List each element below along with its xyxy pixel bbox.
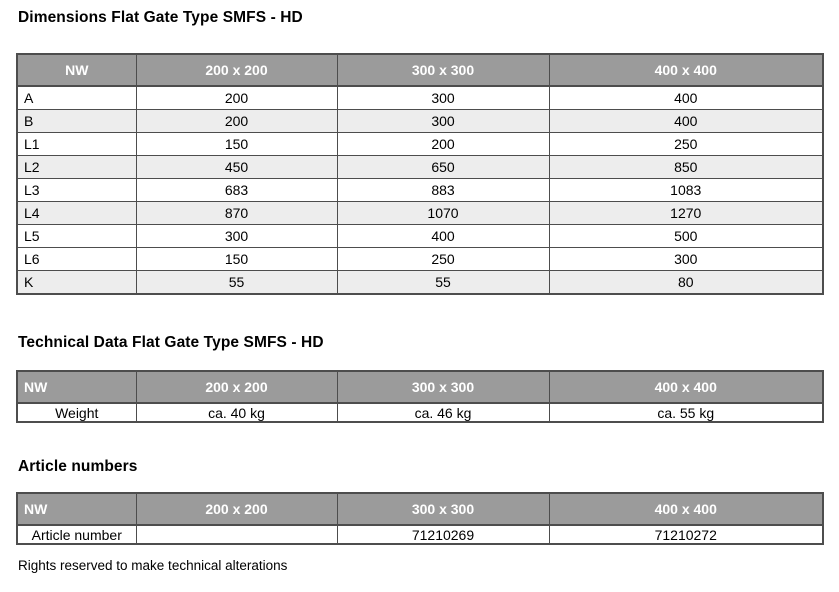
articles-header-300x300: 300 x 300 (336, 492, 550, 526)
row-label: A (16, 85, 137, 110)
dimensions-table: NW 200 x 200 300 x 300 400 x 400 A 200 3… (16, 53, 824, 295)
value-cell: 200 (135, 85, 338, 110)
value-cell: 250 (336, 247, 550, 271)
rights-note: Rights reserved to make technical altera… (18, 558, 288, 573)
value-cell: 150 (135, 132, 338, 156)
table-row-l6: L6 150 250 300 (16, 247, 824, 271)
row-label: K (16, 270, 137, 295)
row-label: L6 (16, 247, 137, 271)
value-cell: 55 (135, 270, 338, 295)
dimensions-section-title: Dimensions Flat Gate Type SMFS - HD (18, 9, 303, 26)
value-cell: 200 (336, 132, 550, 156)
value-cell: 150 (135, 247, 338, 271)
dimensions-header-400x400: 400 x 400 (548, 53, 824, 87)
value-cell: 400 (548, 109, 824, 133)
table-row-l3: L3 683 883 1083 (16, 178, 824, 202)
table-row-l1: L1 150 200 250 (16, 132, 824, 156)
technical-header-400x400: 400 x 400 (548, 370, 824, 404)
value-cell: 1270 (548, 201, 824, 225)
value-cell: 1070 (336, 201, 550, 225)
table-row-k: K 55 55 80 (16, 270, 824, 295)
value-cell: ca. 40 kg (135, 402, 338, 423)
technical-header-200x200: 200 x 200 (135, 370, 338, 404)
technical-header-300x300: 300 x 300 (336, 370, 550, 404)
value-cell: 200 (135, 109, 338, 133)
technical-header-row: NW 200 x 200 300 x 300 400 x 400 (16, 370, 824, 404)
articles-header-200x200: 200 x 200 (135, 492, 338, 526)
row-label: B (16, 109, 137, 133)
value-cell: ca. 55 kg (548, 402, 824, 423)
row-label: L2 (16, 155, 137, 179)
value-cell: 1083 (548, 178, 824, 202)
table-row-article-number: Article number 71210269 71210272 (16, 524, 824, 545)
technical-section-title: Technical Data Flat Gate Type SMFS - HD (18, 334, 324, 351)
row-label: L3 (16, 178, 137, 202)
dimensions-header-nw: NW (16, 53, 137, 87)
technical-header-nw: NW (16, 370, 137, 404)
articles-header-row: NW 200 x 200 300 x 300 400 x 400 (16, 492, 824, 526)
row-label: L5 (16, 224, 137, 248)
row-label: L4 (16, 201, 137, 225)
article-numbers-table: NW 200 x 200 300 x 300 400 x 400 Article… (16, 492, 824, 545)
table-row-l2: L2 450 650 850 (16, 155, 824, 179)
row-label: Article number (16, 524, 137, 545)
table-row-l5: L5 300 400 500 (16, 224, 824, 248)
value-cell: 870 (135, 201, 338, 225)
row-label: L1 (16, 132, 137, 156)
table-row-l4: L4 870 1070 1270 (16, 201, 824, 225)
value-cell: 500 (548, 224, 824, 248)
value-cell: 55 (336, 270, 550, 295)
value-cell: 80 (548, 270, 824, 295)
value-cell: 300 (548, 247, 824, 271)
articles-section-title: Article numbers (18, 458, 138, 475)
value-cell: 300 (336, 85, 550, 110)
value-cell: 71210269 (336, 524, 550, 545)
value-cell: 400 (336, 224, 550, 248)
table-row-b: B 200 300 400 (16, 109, 824, 133)
value-cell: 650 (336, 155, 550, 179)
articles-header-400x400: 400 x 400 (548, 492, 824, 526)
value-cell: 883 (336, 178, 550, 202)
value-cell: 683 (135, 178, 338, 202)
technical-data-table: NW 200 x 200 300 x 300 400 x 400 Weight … (16, 370, 824, 423)
table-row-weight: Weight ca. 40 kg ca. 46 kg ca. 55 kg (16, 402, 824, 423)
table-row-a: A 200 300 400 (16, 85, 824, 110)
value-cell: 450 (135, 155, 338, 179)
value-cell: 850 (548, 155, 824, 179)
value-cell: 400 (548, 85, 824, 110)
value-cell: 71210272 (548, 524, 824, 545)
dimensions-header-300x300: 300 x 300 (336, 53, 550, 87)
row-label: Weight (16, 402, 137, 423)
value-cell: ca. 46 kg (336, 402, 550, 423)
value-cell: 250 (548, 132, 824, 156)
value-cell: 300 (336, 109, 550, 133)
dimensions-header-200x200: 200 x 200 (135, 53, 338, 87)
articles-header-nw: NW (16, 492, 137, 526)
value-cell-empty (135, 524, 338, 545)
dimensions-header-row: NW 200 x 200 300 x 300 400 x 400 (16, 53, 824, 87)
value-cell: 300 (135, 224, 338, 248)
